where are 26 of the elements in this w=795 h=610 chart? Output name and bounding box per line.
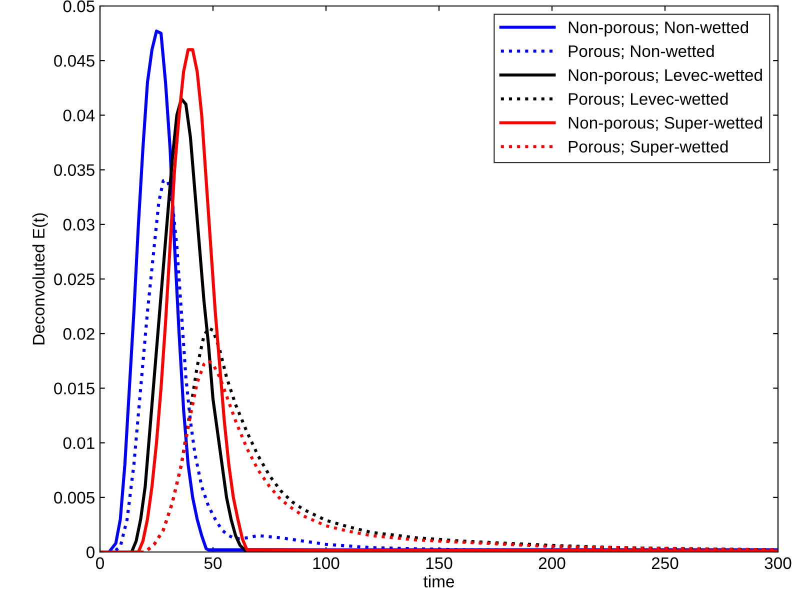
x-axis-title: time bbox=[424, 575, 454, 588]
y-axis-title: Deconvoluted E(t) bbox=[32, 213, 48, 344]
y-tick-label: 0 bbox=[86, 546, 94, 558]
y-tick-label: 0.03 bbox=[63, 218, 94, 231]
y-tick-label: 0.04 bbox=[63, 110, 95, 122]
x-tick-label: 150 bbox=[426, 557, 452, 570]
y-tick-label: 0.025 bbox=[54, 273, 94, 286]
legend-label: Porous; Levec-wetted bbox=[568, 92, 728, 107]
y-tick-label: 0.02 bbox=[63, 328, 94, 340]
x-tick-label: 200 bbox=[538, 557, 566, 570]
x-tick-label: 100 bbox=[313, 557, 340, 570]
legend-label: Non-porous; Super-wetted bbox=[568, 116, 762, 132]
legend-label: Porous; Super-wetted bbox=[568, 140, 728, 156]
y-tick-label: 0.05 bbox=[63, 0, 94, 12]
x-tick-label: 250 bbox=[652, 557, 678, 570]
x-tick-label: 50 bbox=[204, 557, 222, 570]
legend-label: Non-porous; Non-wetted bbox=[568, 21, 748, 37]
legend-label: Non-porous; Levec-wetted bbox=[568, 68, 762, 84]
y-tick-label: 0.035 bbox=[54, 164, 94, 176]
x-tick-label: 0 bbox=[96, 557, 104, 570]
x-tick-label: 300 bbox=[764, 557, 792, 570]
y-tick-label: 0.045 bbox=[54, 55, 94, 67]
y-tick-label: 0.01 bbox=[63, 437, 94, 450]
legend-label: Porous; Non-wetted bbox=[568, 44, 714, 60]
y-tick-label: 0.005 bbox=[54, 492, 94, 504]
y-tick-label: 0.015 bbox=[54, 382, 94, 394]
